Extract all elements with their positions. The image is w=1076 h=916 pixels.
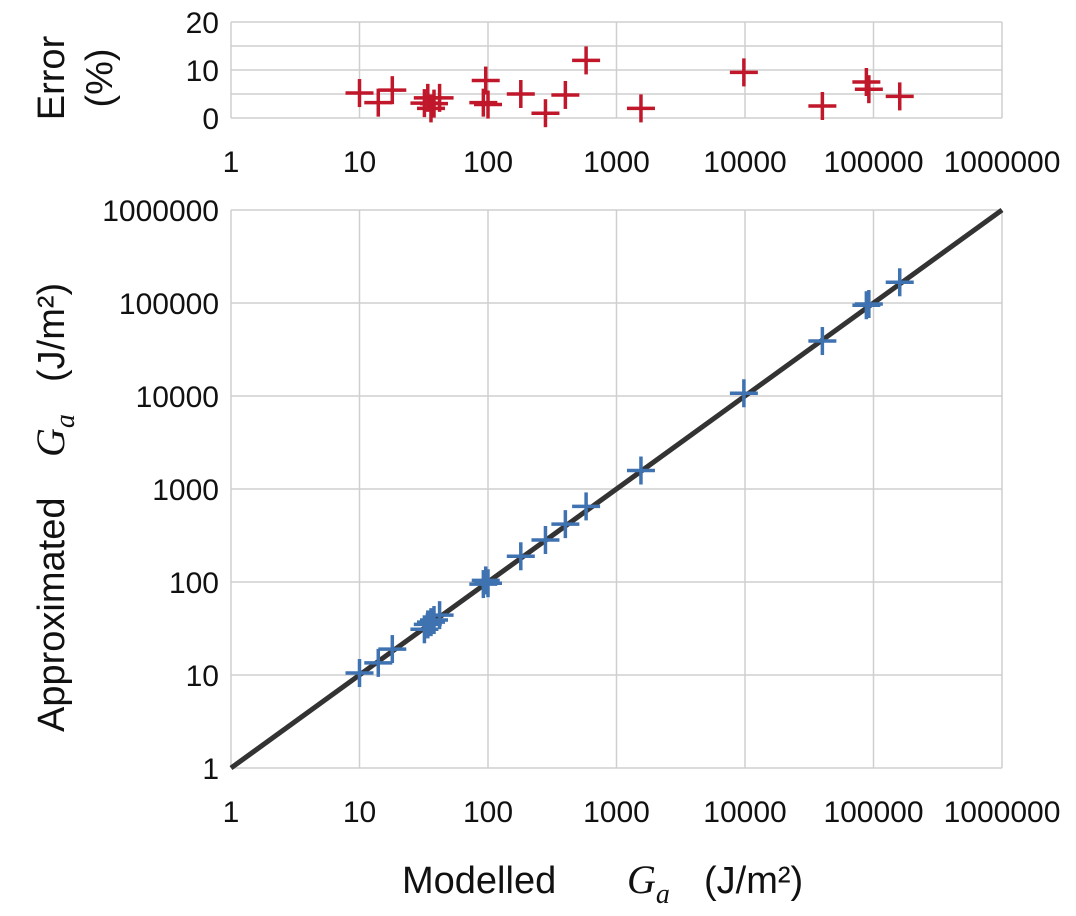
parity-point (345, 659, 374, 688)
parity-points (345, 268, 914, 688)
parity-x-tick-label: 10 (343, 796, 376, 829)
parity-point (885, 268, 914, 297)
error-point (378, 76, 407, 105)
parity-y-tick-label: 1000000 (102, 195, 219, 228)
parity-y-tick-label: 10000 (136, 381, 219, 414)
error-point (469, 88, 498, 117)
error-point (506, 80, 535, 108)
parity-point (531, 525, 560, 554)
error-point (551, 80, 580, 109)
error-points (345, 46, 914, 128)
parity-panel: 1 10 100 1000 10000 100000 1000000 1 10 100 1000 10… (28, 195, 1060, 910)
error-x-tick-label: 10000 (703, 146, 786, 179)
error-y-axis-title: Error (%) (31, 35, 121, 120)
error-panel: 0 10 20 1 10 100 1000 10000 100000 1000000 Error … (31, 7, 1060, 179)
parity-x-tick-label: 1 (223, 796, 240, 829)
error-point (345, 79, 374, 108)
parity-point (378, 635, 407, 664)
error-point (729, 58, 758, 87)
error-point (364, 88, 393, 117)
error-ylabel-line2: (%) (79, 48, 121, 107)
parity-y-axis-title: Approximated Ga (J/m²) (28, 283, 81, 732)
parity-point (420, 606, 449, 635)
error-x-tick-label: 10 (343, 146, 376, 179)
xlabel-units: (J/m²) (704, 860, 803, 902)
error-x-tick-label: 100000 (823, 146, 923, 179)
parity-x-tick-label: 1000 (583, 796, 650, 829)
xlabel-variable: Ga (627, 857, 670, 910)
error-point (885, 82, 914, 111)
error-tick-labels: 0 10 20 1 10 100 1000 10000 100000 1000000 (186, 7, 1061, 179)
parity-point (854, 290, 883, 319)
error-point (474, 90, 502, 119)
parity-x-tick-label: 1000000 (944, 796, 1061, 829)
parity-x-tick-label: 100 (463, 796, 513, 829)
error-point (572, 46, 601, 75)
parity-x-axis-title: Modelled Ga (J/m²) (402, 857, 803, 910)
error-point (420, 89, 449, 118)
parity-x-tick-label: 10000 (703, 796, 786, 829)
parity-y-tick-label: 10 (186, 660, 219, 693)
parity-point (471, 566, 500, 595)
error-point (808, 92, 837, 120)
ylabel-units: (J/m²) (31, 283, 73, 382)
error-point (531, 99, 560, 128)
parity-point (551, 510, 580, 539)
parity-point (808, 327, 837, 356)
parity-point (626, 456, 655, 485)
error-ylabel-line1: Error (31, 35, 73, 120)
error-x-tick-label: 1000 (583, 146, 650, 179)
error-y-tick-label: 10 (186, 55, 219, 88)
parity-point (364, 648, 393, 677)
ylabel-variable: Ga (28, 414, 81, 457)
parity-point (729, 379, 758, 408)
error-x-tick-label: 100 (463, 146, 513, 179)
error-point (626, 94, 655, 123)
parity-point (506, 542, 535, 571)
parity-y-tick-label: 100000 (119, 288, 219, 321)
xlabel-prefix: Modelled (402, 860, 556, 902)
parity-point (425, 601, 454, 630)
parity-point (474, 569, 502, 598)
error-x-tick-label: 1 (223, 146, 240, 179)
parity-y-tick-label: 1 (202, 753, 219, 786)
parity-y-tick-label: 1000 (152, 474, 219, 507)
error-gridlines (230, 21, 1003, 119)
parity-tick-labels: 1 10 100 1000 10000 100000 1000000 1 10 100 1000 10… (102, 195, 1060, 829)
parity-y-tick-label: 100 (169, 567, 219, 600)
error-point (852, 68, 881, 96)
error-y-tick-label: 20 (186, 7, 219, 40)
ylabel-prefix: Approximated (31, 498, 73, 732)
error-point (425, 83, 454, 112)
error-point (854, 75, 883, 104)
parity-point (572, 492, 601, 521)
parity-x-tick-label: 100000 (823, 796, 923, 829)
error-point (471, 66, 500, 95)
error-x-tick-label: 1000000 (944, 146, 1061, 179)
error-y-tick-label: 0 (202, 103, 219, 136)
